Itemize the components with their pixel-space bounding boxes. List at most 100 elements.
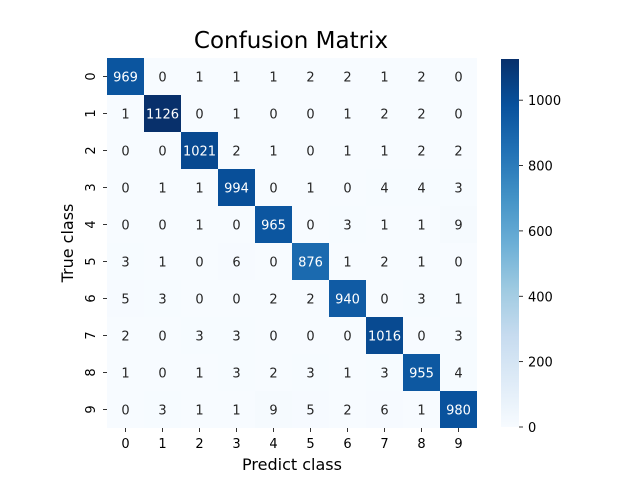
heatmap-cells: 969 0 1 1 1 2 2 1 2 01 1126 0 1 0 0 1 2 2 00 0 1021 2 1 0 1 1 2 20 1… (107, 58, 477, 428)
cell-value-label: 0 (454, 71, 462, 86)
heatmap-cell (181, 243, 218, 280)
heatmap-cell (403, 206, 440, 243)
cell-value-label: 1 (343, 256, 351, 271)
x-tick-label: 5 (306, 437, 314, 452)
heatmap-cell (144, 280, 181, 317)
heatmap-cell (366, 58, 403, 95)
heatmap-cell (440, 243, 477, 280)
heatmap-cell (181, 169, 218, 206)
cell-value-label: 3 (343, 219, 351, 234)
heatmap-cell (292, 354, 329, 391)
heatmap-cell (440, 132, 477, 169)
cell-value-label: 1 (306, 182, 314, 197)
cell-value-label: 965 (261, 219, 286, 234)
heatmap-cell (255, 354, 292, 391)
heatmap-cell (144, 354, 181, 391)
heatmap-cell (144, 95, 181, 132)
heatmap-cell (403, 95, 440, 132)
cell-value-label: 1 (417, 219, 425, 234)
heatmap-cell (255, 317, 292, 354)
cell-value-label: 3 (232, 367, 240, 382)
cell-value-label: 0 (306, 108, 314, 123)
heatmap-cell (329, 243, 366, 280)
cell-value-label: 1 (343, 108, 351, 123)
heatmap-cell (403, 169, 440, 206)
colorbar-tick-label: 600 (528, 225, 553, 240)
cell-value-label: 6 (232, 256, 240, 271)
cell-value-label: 0 (121, 145, 129, 160)
heatmap-cell (403, 280, 440, 317)
cell-value-label: 3 (454, 182, 462, 197)
heatmap-cell (366, 391, 403, 428)
heatmap-cell (107, 206, 144, 243)
heatmap-cell (366, 169, 403, 206)
cell-value-label: 1 (195, 219, 203, 234)
cell-value-label: 0 (158, 145, 166, 160)
heatmap-cell (292, 391, 329, 428)
cell-value-label: 3 (195, 330, 203, 345)
colorbar-tick-label: 800 (528, 160, 553, 175)
cell-value-label: 0 (269, 108, 277, 123)
cell-value-label: 0 (306, 219, 314, 234)
heatmap-cell (255, 206, 292, 243)
y-tick-label: 0 (84, 72, 99, 80)
heatmap-cell (218, 280, 255, 317)
y-tick-label: 5 (84, 257, 99, 265)
heatmap-cell (218, 95, 255, 132)
heatmap-cell (403, 243, 440, 280)
heatmap-cell (440, 58, 477, 95)
x-tick-label: 0 (121, 437, 129, 452)
cell-value-label: 0 (269, 256, 277, 271)
heatmap-cell (144, 58, 181, 95)
heatmap-cell (218, 206, 255, 243)
cell-value-label: 2 (343, 71, 351, 86)
x-tick-label: 4 (269, 437, 277, 452)
cell-value-label: 1 (380, 219, 388, 234)
heatmap-cell (107, 317, 144, 354)
cell-value-label: 3 (417, 293, 425, 308)
cell-value-label: 0 (269, 330, 277, 345)
cell-value-label: 3 (158, 293, 166, 308)
y-tick-label: 6 (84, 294, 99, 302)
heatmap-cell (403, 317, 440, 354)
cell-value-label: 0 (380, 293, 388, 308)
heatmap-cell (144, 206, 181, 243)
heatmap-cell (107, 58, 144, 95)
cell-value-label: 1016 (368, 330, 401, 345)
heatmap-cell (255, 169, 292, 206)
cell-value-label: 1 (454, 293, 462, 308)
heatmap-cell (403, 58, 440, 95)
heatmap-cell (440, 317, 477, 354)
cell-value-label: 0 (158, 367, 166, 382)
cell-value-label: 1 (195, 182, 203, 197)
heatmap-cell (181, 354, 218, 391)
cell-value-label: 3 (232, 330, 240, 345)
cell-value-label: 0 (343, 330, 351, 345)
heatmap-cell (107, 243, 144, 280)
heatmap-cell (144, 391, 181, 428)
cell-value-label: 940 (335, 293, 360, 308)
cell-value-label: 0 (195, 256, 203, 271)
heatmap-cell (255, 132, 292, 169)
heatmap-cell (440, 206, 477, 243)
cell-value-label: 2 (380, 256, 388, 271)
cell-value-label: 1 (195, 71, 203, 86)
cell-value-label: 0 (454, 256, 462, 271)
cell-value-label: 1 (232, 404, 240, 419)
cell-value-label: 3 (121, 256, 129, 271)
heatmap-cell (255, 243, 292, 280)
cell-value-label: 3 (454, 330, 462, 345)
heatmap-cell (329, 169, 366, 206)
heatmap-cell (292, 132, 329, 169)
cell-value-label: 1126 (146, 108, 179, 123)
cell-value-label: 2 (306, 293, 314, 308)
cell-value-label: 1 (158, 256, 166, 271)
heatmap-cell (181, 95, 218, 132)
cell-value-label: 2 (269, 293, 277, 308)
cell-value-label: 3 (158, 404, 166, 419)
cell-value-label: 4 (417, 182, 425, 197)
cell-value-label: 969 (113, 71, 138, 86)
cell-value-label: 1 (343, 145, 351, 160)
heatmap-cell (144, 317, 181, 354)
